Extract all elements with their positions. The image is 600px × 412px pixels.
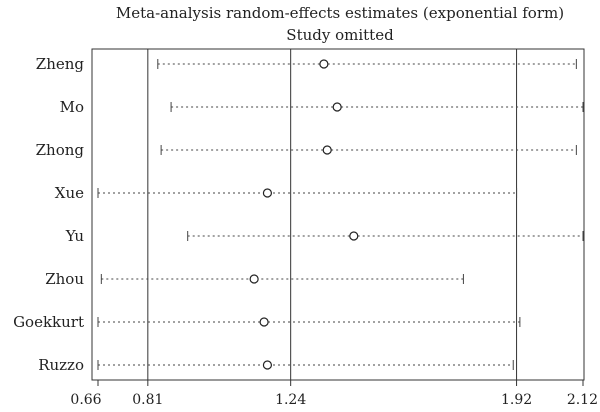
point-estimate [262, 188, 273, 198]
study-label: Xue [55, 184, 84, 202]
study-label: Yu [65, 227, 85, 245]
chart-title: Meta-analysis random-effects estimates (… [116, 4, 564, 22]
study-row: Zhong [36, 141, 577, 159]
x-tick-label: 2.12 [567, 392, 598, 408]
point-estimate [349, 231, 359, 241]
reference-lines [147, 49, 518, 380]
point-estimate [259, 317, 269, 327]
study-label: Mo [60, 98, 84, 116]
study-label: Zheng [36, 55, 85, 73]
study-row: Mo [60, 98, 584, 116]
study-row: Zhou [45, 270, 464, 288]
study-label: Ruzzo [38, 356, 84, 374]
study-row: Yu [65, 227, 584, 245]
x-tick-label: 1.24 [275, 392, 306, 408]
point-estimate [322, 145, 332, 155]
point-estimate [249, 274, 259, 284]
x-tick-label: 1.92 [501, 392, 532, 408]
plot-frame [91, 48, 585, 381]
study-row: Ruzzo [38, 356, 514, 374]
study-row: Xue [55, 184, 518, 202]
study-row: Goekkurt [13, 313, 521, 331]
study-label: Zhong [36, 141, 85, 159]
study-label: Goekkurt [13, 313, 84, 331]
point-estimate [262, 360, 273, 370]
x-tick-label: 0.81 [132, 392, 163, 408]
chart-subtitle: Study omitted [286, 26, 394, 44]
point-estimate [332, 102, 342, 112]
study-label: Zhou [45, 270, 84, 288]
x-axis: 0.66 0.81 1.24 1.92 2.12 [70, 379, 598, 408]
point-estimate [319, 59, 329, 69]
x-tick-label: 0.66 [70, 392, 101, 408]
study-row: Zheng [36, 55, 577, 73]
study-rows: Zheng Mo Zhong Xue Yu Zhou Goekkurt Ruzzo [13, 55, 584, 374]
